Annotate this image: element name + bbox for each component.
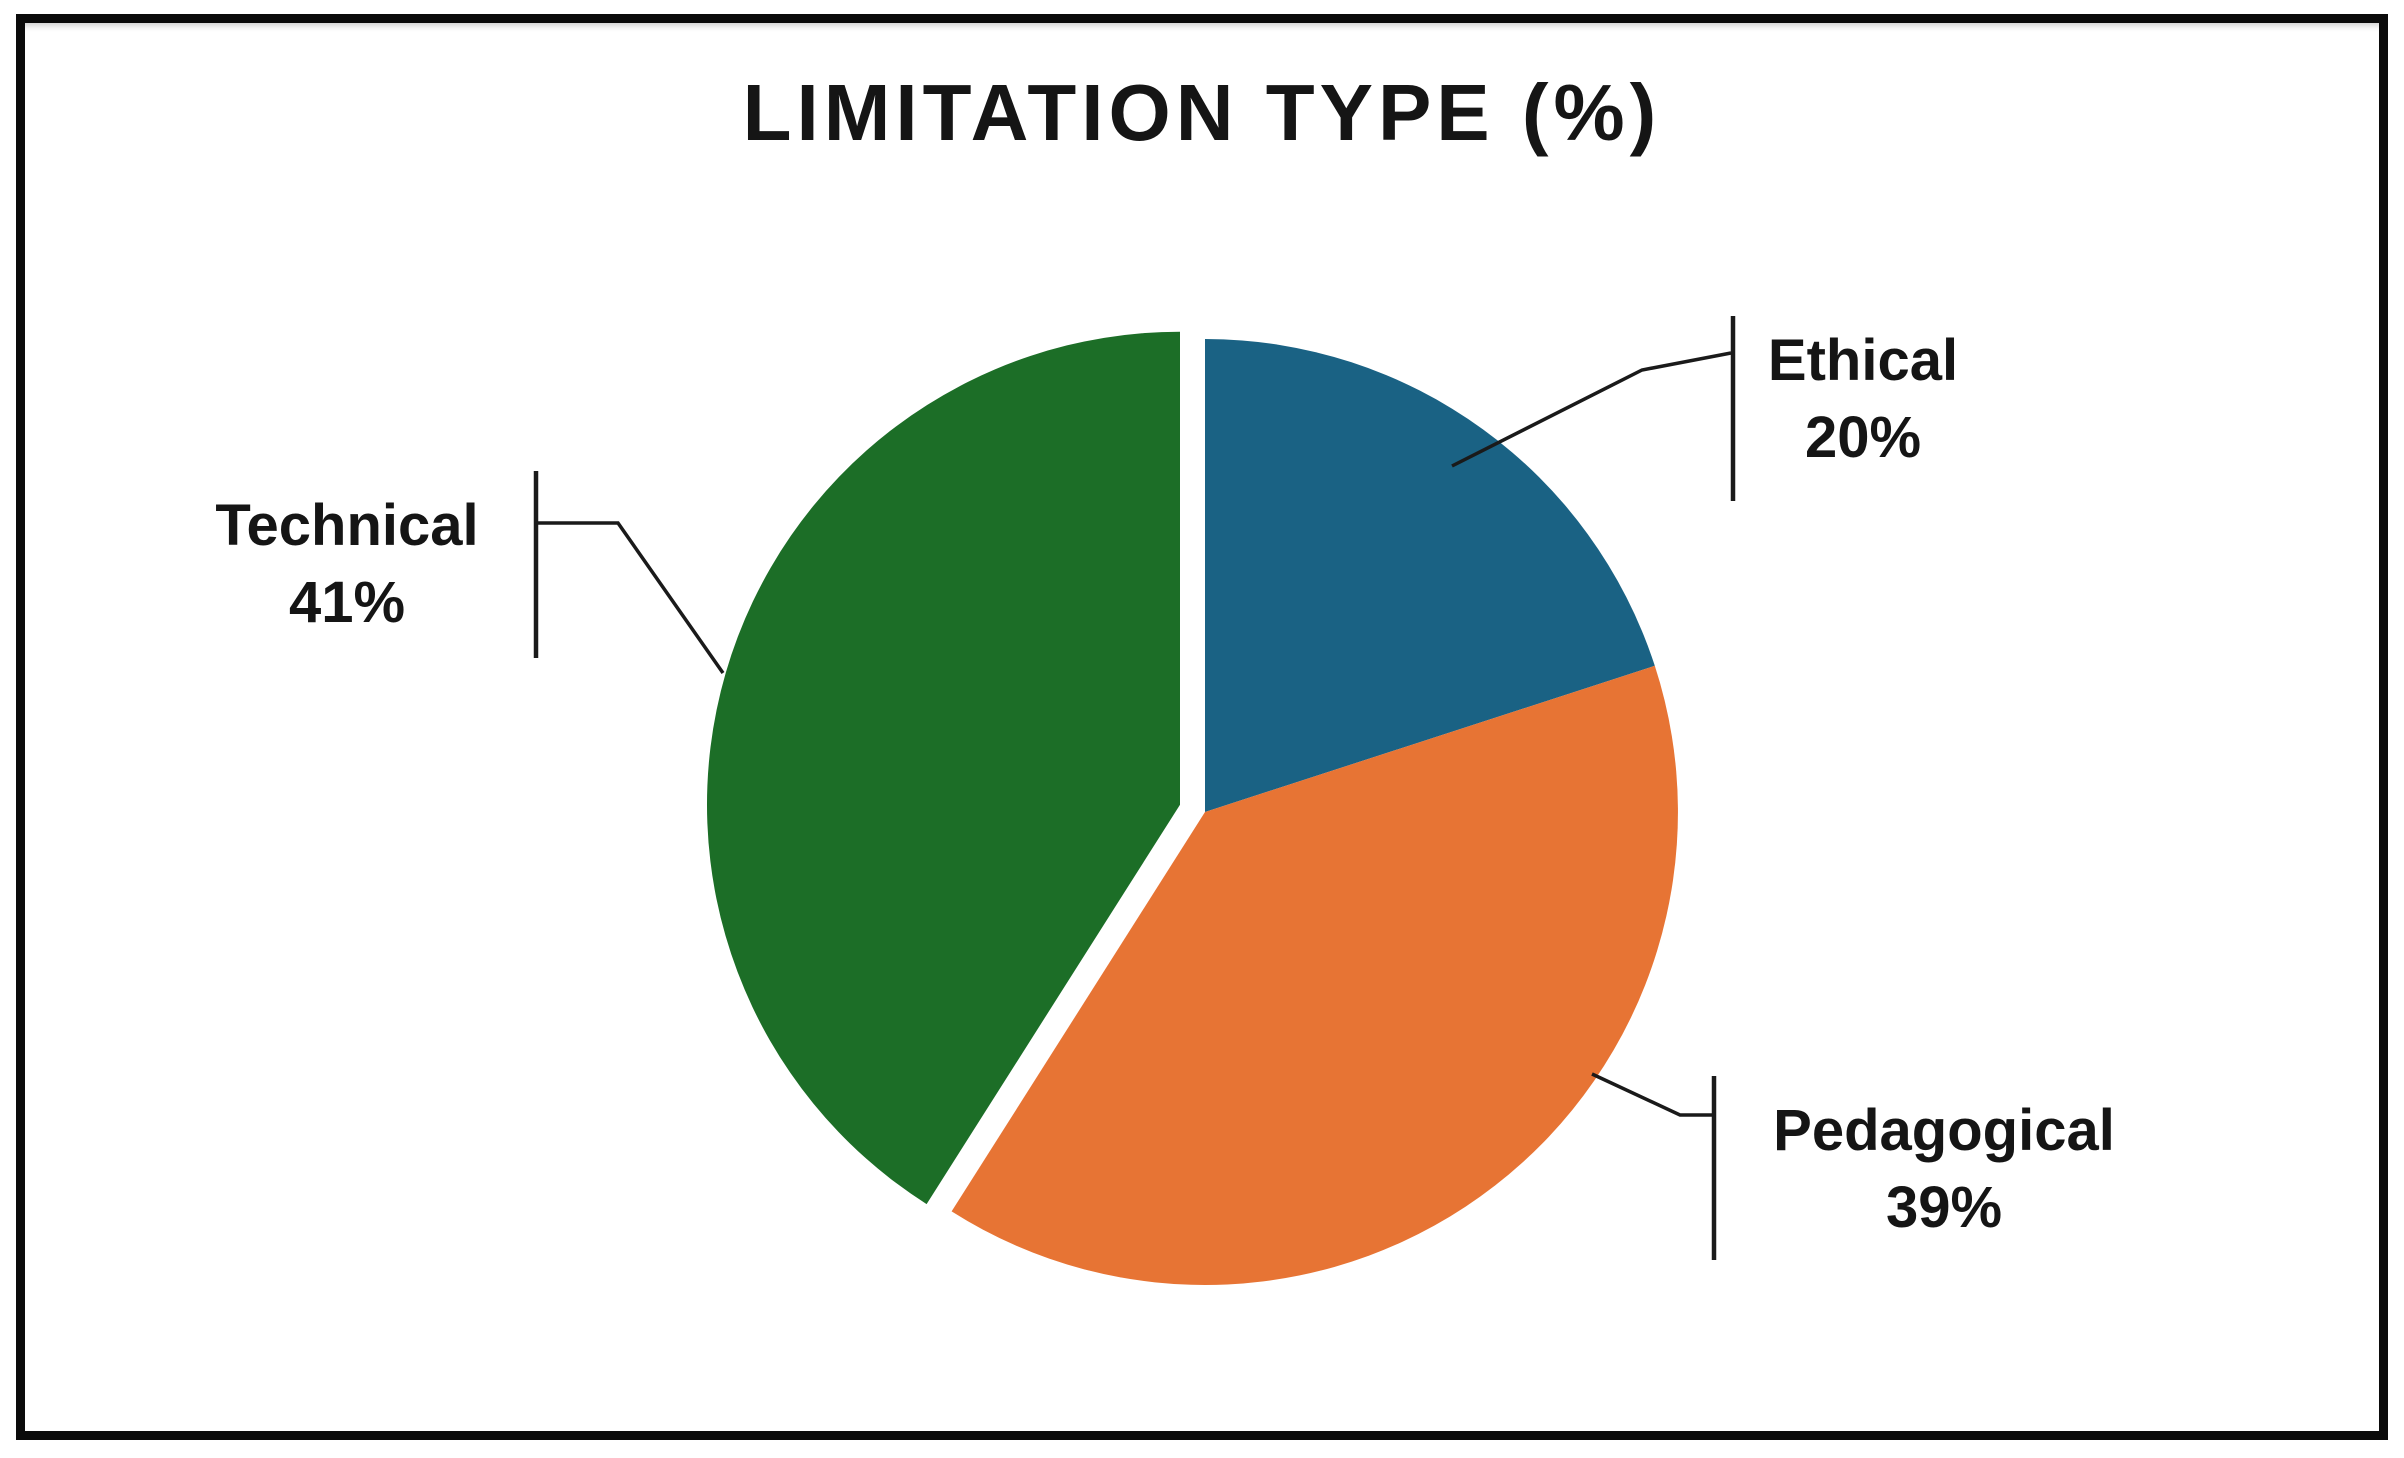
callout-pedagogical: Pedagogical 39% [1773,1093,2115,1246]
technical-leader-line [538,521,725,675]
leader-lines [533,316,1736,1260]
figure-frame: LIMITATION TYPE (%) Ethical 20% Technica… [16,14,2388,1440]
pie-slices [706,331,1678,1285]
ethical-leader-line [1451,351,1732,468]
callout-ethical: Ethical 20% [1743,323,1983,476]
chart-canvas: LIMITATION TYPE (%) Ethical 20% Technica… [25,23,2379,1431]
pedagogical-leader-line [1591,1072,1712,1117]
pie-slice-ethical [1205,339,1655,812]
slice-percent: 41% [288,569,406,635]
pie-slice-technical [706,331,1180,1205]
pie-slice-pedagogical [951,665,1678,1285]
slice-percent: 20% [1804,404,1922,470]
slice-label: Pedagogical [1773,1098,2115,1163]
slice-label: Technical [215,493,479,558]
callout-technical: Technical 41% [207,488,487,641]
chart-title: LIMITATION TYPE (%) [742,68,1662,157]
pie-chart [533,316,1736,1285]
slice-label: Ethical [1767,328,1959,393]
slice-percent: 39% [1885,1174,2003,1240]
